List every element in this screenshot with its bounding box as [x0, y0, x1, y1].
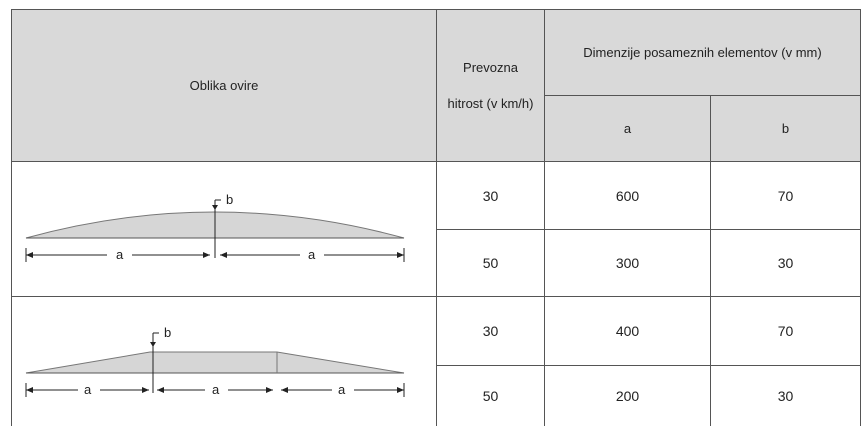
trapezoid-hump-shape: [25, 351, 405, 374]
label-a-2: a: [212, 382, 220, 397]
label-b: b: [164, 325, 171, 340]
label-a-3: a: [338, 382, 346, 397]
speed-cell: 30: [436, 296, 545, 366]
speed-bump-dimension-table: Oblika ovire Prevozna hitrost (v km/h) D…: [11, 9, 861, 426]
header-col-b: b: [710, 95, 861, 162]
header-speed-line1: Prevozna: [463, 60, 518, 75]
label-a-left: a: [116, 247, 124, 262]
table-row: 50 200 30: [12, 364, 861, 426]
table-row: b a a: [11, 161, 861, 297]
a-cell: 400: [544, 296, 711, 366]
header-shape: Oblika ovire: [11, 9, 437, 162]
a-cell: 300: [544, 229, 711, 297]
curved-hump-diagram: b a a: [25, 192, 405, 262]
header-speed: Prevozna hitrost (v km/h): [436, 9, 545, 162]
b-cell: 30: [710, 364, 861, 426]
b-cell: 70: [710, 161, 861, 230]
speed-cell: 50: [436, 364, 545, 426]
shape-curved-hump: b a a: [11, 161, 437, 297]
speed-cell: 50: [436, 229, 545, 297]
label-b: b: [226, 192, 233, 207]
trapezoid-hump-diagram: b: [25, 325, 405, 397]
header-col-a: a: [544, 95, 711, 162]
label-a-right: a: [308, 247, 316, 262]
table-row: b: [11, 296, 861, 426]
a-cell: 200: [544, 364, 711, 426]
header-dimensions: Dimenzije posameznih elementov (v mm): [544, 9, 861, 96]
table-row: 50 300 30: [12, 229, 861, 297]
b-cell: 30: [710, 229, 861, 297]
speed-cell: 30: [436, 161, 545, 230]
header-speed-line2: hitrost (v km/h): [447, 96, 534, 111]
shape-trapezoid-hump: b: [11, 296, 437, 426]
b-cell: 70: [710, 296, 861, 366]
label-a-1: a: [84, 382, 92, 397]
a-cell: 600: [544, 161, 711, 230]
